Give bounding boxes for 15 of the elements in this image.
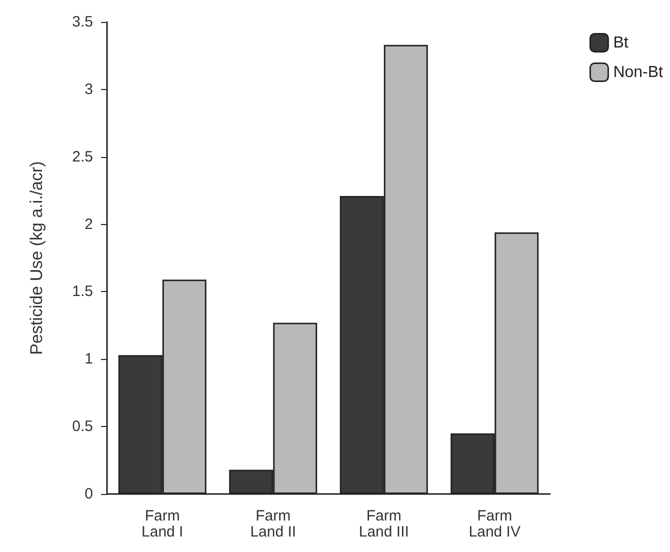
y-tick-label: 1 [84,350,93,368]
y-tick-label: 2 [84,216,93,233]
legend-label: Non-Bt [613,64,664,81]
y-tick-label: 1.5 [72,283,93,300]
y-tick-label: 0.5 [72,418,93,436]
y-axis-title: Pesticide Use (kg a.i./acr) [27,161,46,355]
x-tick-label: Farm Land II [250,508,296,540]
y-tick-label: 3 [84,80,93,98]
x-tick-label: Farm Land IV [468,508,520,540]
x-tick-label: Farm Land III [358,508,409,540]
legend-label: Bt [613,34,629,52]
y-tick-label: 2.5 [72,148,93,166]
y-tick-label: 3.5 [72,14,93,30]
y-tick-label: 0 [84,486,93,502]
x-tick-label: Farm Land I [142,508,184,540]
